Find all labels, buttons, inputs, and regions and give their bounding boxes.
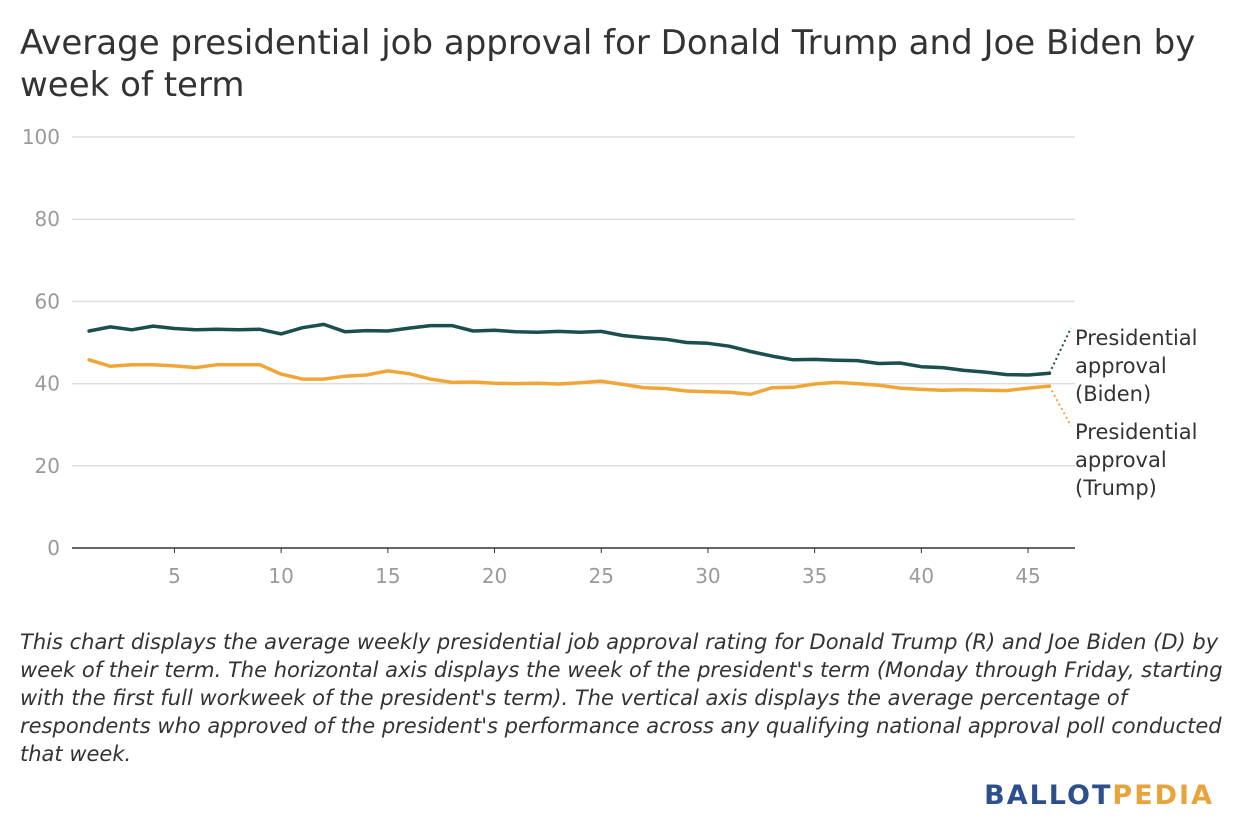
logo-text-ballot: BALLOT	[984, 780, 1113, 811]
x-tick-label: 15	[375, 564, 400, 588]
logo-text-pedia: PEDIA	[1112, 780, 1214, 811]
series-label-text: (Biden)	[1075, 382, 1151, 406]
chart-title: Average presidential job approval for Do…	[20, 23, 1196, 105]
y-tick-label: 100	[22, 125, 60, 149]
ballotpedia-logo: BALLOTPEDIA	[984, 780, 1214, 811]
axes: 0 20 40 60 80 100 5 10 15 20 25 30 35 40 45	[22, 125, 1075, 588]
chart-caption: This chart displays the average weekly p…	[20, 630, 1223, 766]
x-tick-label: 20	[482, 564, 507, 588]
x-tick-label: 45	[1015, 564, 1040, 588]
series-label-text: approval	[1075, 354, 1167, 378]
series-label-text: Presidential	[1075, 326, 1198, 350]
x-tick-label: 40	[909, 564, 934, 588]
x-tick-label: 35	[802, 564, 827, 588]
gridlines	[72, 136, 1075, 467]
y-tick-label: 40	[35, 372, 60, 396]
series-label-text: Presidential	[1075, 420, 1198, 444]
series-line-presidential-approval-trump	[87, 358, 1052, 397]
y-tick-label: 80	[35, 207, 60, 231]
line-chart: 0 20 40 60 80 100 5 10 15 20 25 30 35 40 45 Presidenti…	[22, 125, 1198, 588]
x-tick-label: 30	[695, 564, 720, 588]
series-line-presidential-approval-biden	[87, 322, 1052, 377]
y-tick-label: 0	[47, 536, 60, 560]
x-tick-label: 5	[168, 564, 181, 588]
x-tick-label: 25	[589, 564, 614, 588]
series-label-connector	[1048, 327, 1072, 374]
series-lines	[87, 322, 1052, 397]
series-label-text: (Trump)	[1075, 476, 1157, 500]
y-tick-label: 60	[35, 289, 60, 313]
x-tick-label: 10	[268, 564, 293, 588]
y-tick-label: 20	[35, 454, 60, 478]
series-labels: Presidential approval (Biden) Presidential a…	[1048, 326, 1198, 500]
series-label-text: approval	[1075, 448, 1167, 472]
series-label-connector	[1048, 385, 1072, 427]
